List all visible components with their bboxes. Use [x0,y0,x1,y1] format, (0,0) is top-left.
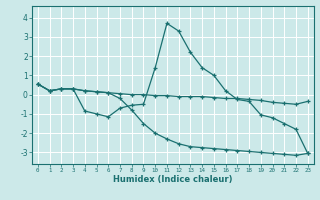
X-axis label: Humidex (Indice chaleur): Humidex (Indice chaleur) [113,175,233,184]
